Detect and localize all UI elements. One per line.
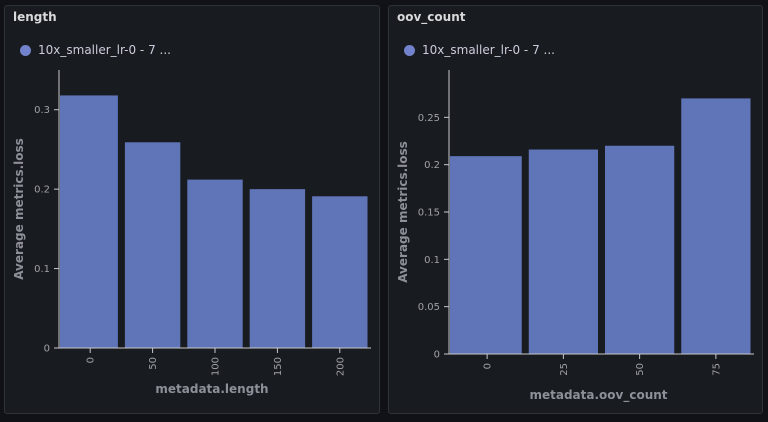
bar[interactable] [605,145,675,354]
bar[interactable] [124,142,181,348]
y-tick-label: 0 [434,350,440,361]
bar[interactable] [450,156,522,354]
legend-item[interactable]: 10x_smaller_lr-0 - 7 ... [404,43,555,57]
chart-panel-oov-count: oov_count 10x_smaller_lr-0 - 7 ... 0 0.05… [388,5,763,414]
bar[interactable] [312,196,368,348]
panel-title[interactable]: oov_count [397,10,466,24]
x-tick-label: 25 [559,363,570,376]
x-axis-title: metadata.oov_count [529,388,667,403]
x-tick-label: 150 [273,357,284,376]
y-tick-label: 0.2 [424,160,440,171]
legend-label: 10x_smaller_lr-0 - 7 ... [38,43,171,57]
bar-chart-length: 0 0.1 0.2 0.3 0 50 100 150 200 metadata.length Ave… [12,70,371,396]
y-tick-label: 0.15 [418,208,440,219]
y-tick-label: 0.05 [418,302,440,313]
y-tick-label: 0.1 [424,255,440,266]
x-tick-label: 50 [635,363,646,376]
x-axis-title: metadata.length [155,382,268,396]
panel-title[interactable]: length [13,10,57,24]
x-tick-label: 75 [711,363,722,376]
bar[interactable] [681,98,751,355]
legend-color-dot-icon [20,44,31,56]
x-tick-label: 200 [335,357,346,376]
bar[interactable] [249,189,306,348]
y-tick-label: 0 [44,344,50,355]
bar-chart-oov-count: 0 0.05 0.1 0.15 0.2 0.25 0 25 50 75 metadata.oov_c… [396,70,754,403]
legend-item[interactable]: 10x_smaller_lr-0 - 7 ... [20,43,171,57]
y-axis-title: Average metrics.loss [12,138,26,280]
bar[interactable] [528,149,598,354]
bar[interactable] [187,179,243,348]
x-tick-label: 0 [483,363,494,369]
x-tick-label: 50 [148,357,159,370]
y-tick-label: 0.3 [34,105,50,116]
y-tick-label: 0.2 [34,185,50,196]
legend-color-dot-icon [404,44,415,56]
chart-panel-length: length 10x_smaller_lr-0 - 7 ... 0 0.1 0.2 0… [4,5,380,414]
y-tick-label: 0.1 [34,264,50,275]
y-tick-label: 0.25 [418,113,440,124]
legend-label: 10x_smaller_lr-0 - 7 ... [422,43,555,57]
x-tick-label: 0 [86,357,97,363]
x-tick-label: 100 [211,357,222,376]
bar[interactable] [60,95,118,348]
y-axis-title: Average metrics.loss [396,141,410,283]
